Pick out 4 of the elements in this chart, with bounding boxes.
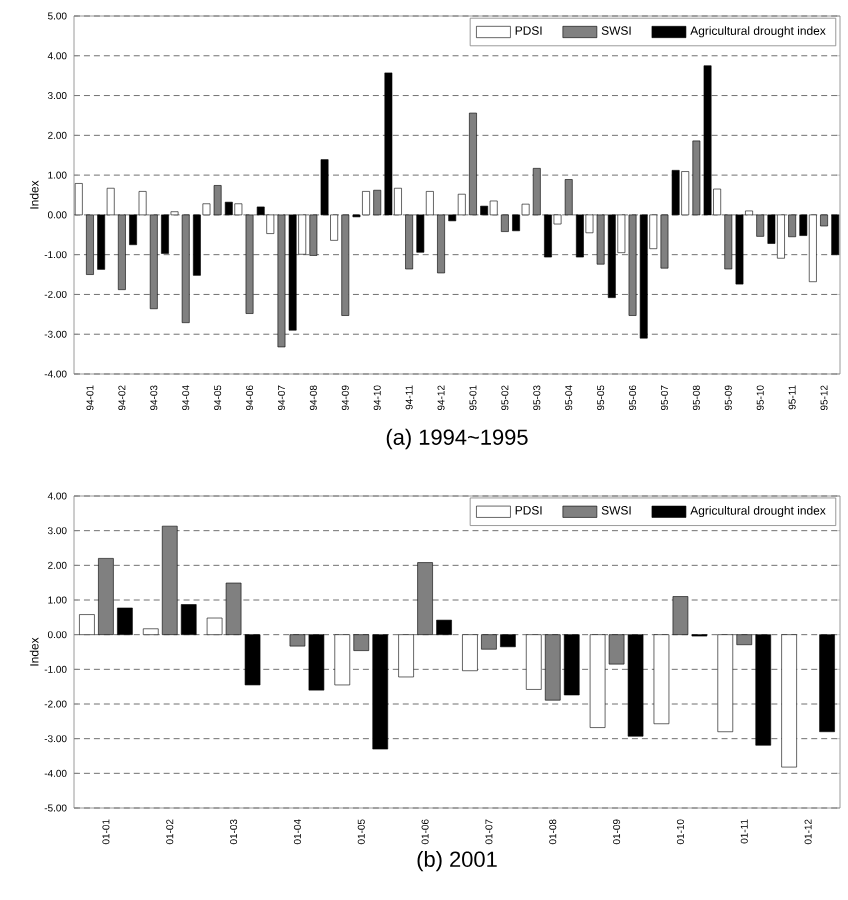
bar [819,634,835,733]
text: (b) 2001 [417,850,497,872]
text: (a) 1994~1995 [386,428,528,450]
bar [781,634,797,768]
